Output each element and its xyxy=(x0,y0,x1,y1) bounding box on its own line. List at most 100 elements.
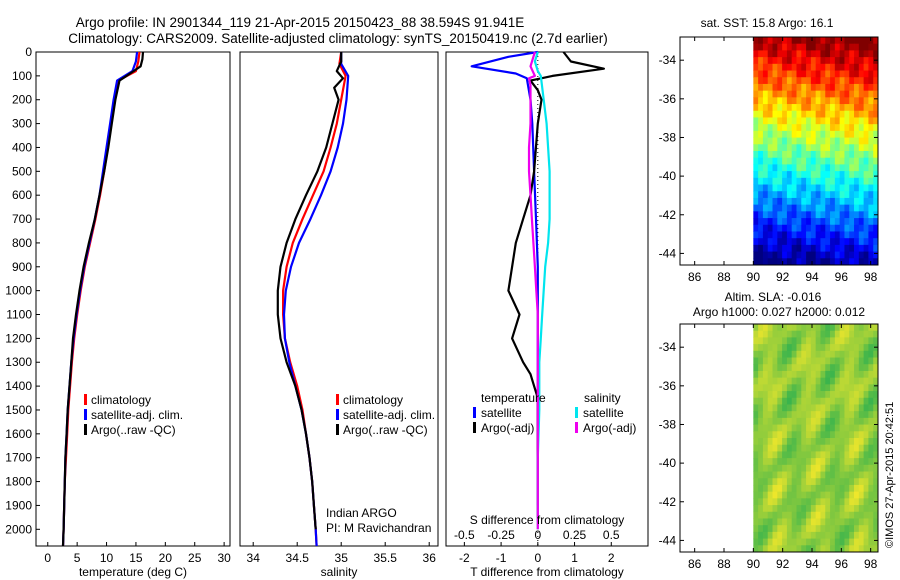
sst_map-cell xyxy=(767,90,773,98)
sst_map-cell xyxy=(830,97,836,105)
sst_map-cell xyxy=(810,224,817,232)
sst_map-cell xyxy=(830,77,836,85)
sla_map-cell xyxy=(815,505,821,513)
sla_map-cell xyxy=(834,451,841,459)
s-difference-tick-label-2: 0 xyxy=(534,528,541,542)
sst_map-lon-label-2: 90 xyxy=(747,270,761,284)
sst_map-cell xyxy=(767,238,773,246)
sla_map-cell xyxy=(786,411,793,419)
sst_map-cell xyxy=(767,130,773,138)
sst_map-cell xyxy=(786,137,793,145)
sst_map-cell xyxy=(772,151,778,159)
sst_map-cell xyxy=(772,97,778,105)
temperature-tick-label-0: 0 xyxy=(44,551,51,565)
sla_map-cell xyxy=(796,444,802,452)
sla_map-cell xyxy=(854,538,860,546)
sst_map-cell xyxy=(806,157,812,165)
sst_map-cell xyxy=(825,110,831,118)
sla_map-cell xyxy=(762,350,769,358)
sst_map-cell xyxy=(767,218,773,226)
sla_map-cell xyxy=(834,330,841,338)
sla_map-cell xyxy=(815,498,821,506)
sst_map-cell xyxy=(868,164,874,172)
sla_map-cell xyxy=(791,511,797,519)
sst_map-cell xyxy=(825,37,831,45)
sla_map-cell xyxy=(849,484,855,493)
sla_map-cell xyxy=(806,518,812,526)
sst_map-cell xyxy=(791,50,797,58)
sst_map-cell xyxy=(839,50,845,58)
sst_map-cell xyxy=(858,124,865,132)
sst_map-cell xyxy=(834,144,841,152)
sla_map-cell xyxy=(854,451,860,459)
sst_map-cell xyxy=(806,231,812,239)
sst_map-cell xyxy=(839,70,845,78)
sla_map-cell xyxy=(796,511,802,519)
sst_map-cell xyxy=(854,218,860,226)
sla_map-cell xyxy=(791,505,797,513)
sst_map-cell xyxy=(849,70,855,78)
sst_map-cell xyxy=(815,97,821,105)
sst_map-cell xyxy=(873,151,879,159)
sla_map-cell xyxy=(849,411,855,419)
sst_map-cell xyxy=(863,37,869,45)
sla_map-cell xyxy=(791,411,797,419)
sla_map-cell xyxy=(791,384,797,392)
sst_map-cell xyxy=(753,151,759,159)
sla_map-cell xyxy=(839,498,845,506)
sst_map-cell xyxy=(815,164,821,172)
sla_map-cell xyxy=(753,391,759,399)
sla_map-cell xyxy=(820,411,826,419)
sla_map-cell xyxy=(758,350,764,358)
sst_map-cell xyxy=(844,124,850,132)
sst_map-cell xyxy=(767,43,773,51)
sla_map-cell xyxy=(767,531,773,539)
sst_map-cell xyxy=(844,57,850,65)
sla_map-cell xyxy=(820,324,826,332)
sst_map-cell xyxy=(801,83,807,92)
sla_map-cell xyxy=(782,364,788,372)
sst_map-cell xyxy=(834,218,841,226)
sla_map-cell xyxy=(810,431,817,439)
sst_map-cell xyxy=(854,43,860,51)
sst_map-cell xyxy=(786,110,793,118)
sst_map-cell xyxy=(820,90,826,98)
sst_map-cell xyxy=(839,130,845,138)
sla_map-cell xyxy=(762,377,769,385)
sla_map-cell xyxy=(791,337,797,345)
temperature-x-axis: 0 5 10 15 20 25 30 xyxy=(44,542,231,565)
sla_map-cell xyxy=(801,498,807,506)
difference-legend-label-0: satellite xyxy=(481,406,522,420)
sla_map-cell xyxy=(849,344,855,352)
sla_map-cell xyxy=(758,397,764,405)
sst_map-cell xyxy=(806,211,812,219)
sst_map-cell xyxy=(753,110,759,118)
sla_map-cell xyxy=(801,438,807,446)
sst_map-cell xyxy=(796,50,802,58)
sla_map-cell xyxy=(868,357,874,365)
sst_map-cell xyxy=(830,63,836,71)
sla_map-cell xyxy=(801,324,807,332)
sst_map-cell xyxy=(777,63,783,71)
sla_map-cell xyxy=(810,417,817,425)
sst_map-cell xyxy=(762,177,769,185)
sla_map-cell xyxy=(844,525,850,533)
sst_map-cell xyxy=(815,144,821,152)
sla_map-cell xyxy=(801,391,807,399)
sst_map-cell xyxy=(863,57,869,65)
sla_map-cell xyxy=(786,384,793,392)
sst_map-cell xyxy=(762,251,769,259)
sst_map-cell xyxy=(801,244,807,252)
sla_map-cell xyxy=(825,417,831,425)
sla_map-cell xyxy=(834,491,841,499)
temperature-profiles xyxy=(61,51,145,547)
sla_map-cell xyxy=(820,370,826,379)
sst_map-cell xyxy=(767,171,773,179)
sst_map-cell xyxy=(782,50,788,58)
sla_map-cell xyxy=(839,344,845,352)
sla_map-cell xyxy=(873,491,879,499)
sst_map-cell xyxy=(777,204,783,212)
sla_map-cell xyxy=(806,525,812,533)
difference-legend-swatch-2 xyxy=(575,407,578,418)
sst_map-cell xyxy=(854,137,860,145)
